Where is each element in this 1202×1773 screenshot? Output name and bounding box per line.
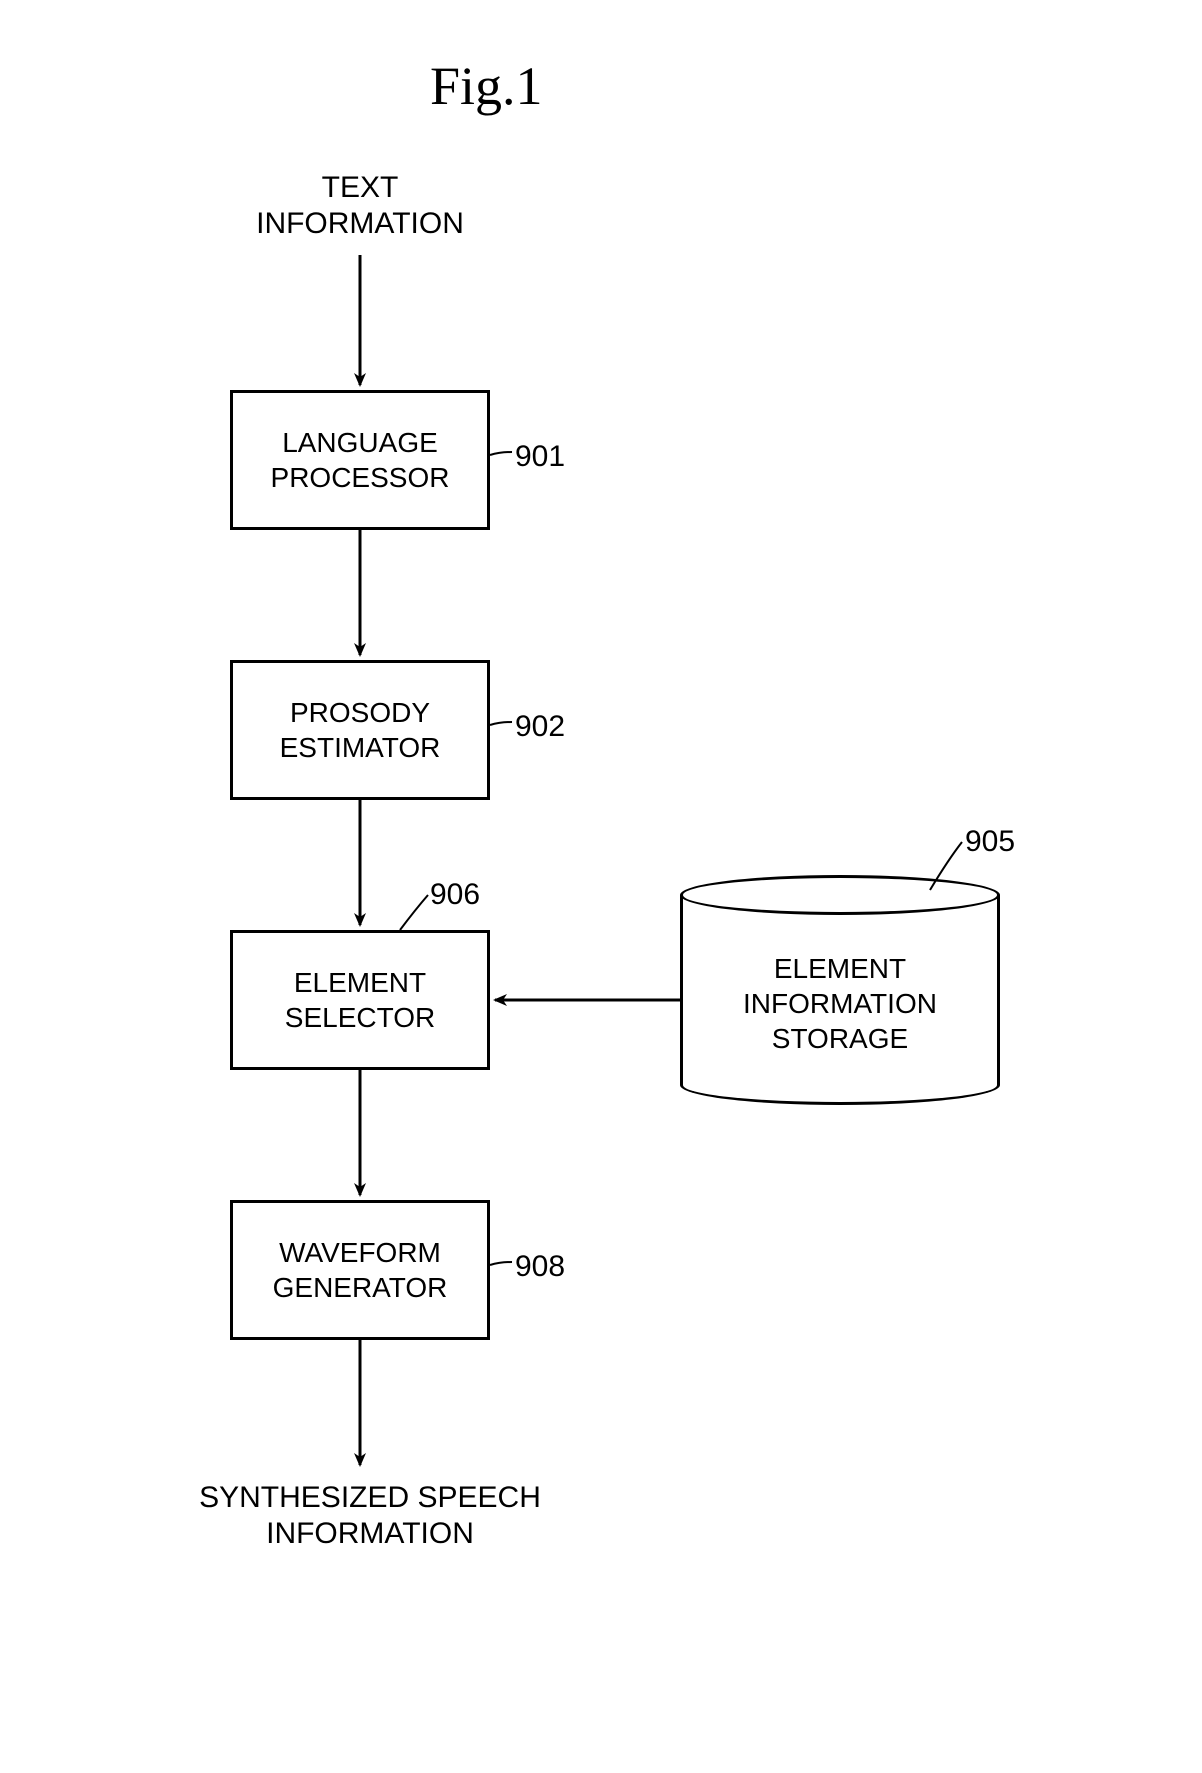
node-element-storage: ELEMENT INFORMATION STORAGE <box>680 875 1000 1105</box>
leader-902 <box>490 722 512 725</box>
output-label: SYNTHESIZED SPEECH INFORMATION <box>110 1480 630 1552</box>
node-label: WAVEFORM GENERATOR <box>233 1235 487 1305</box>
leader-901 <box>490 452 512 455</box>
ref-908: 908 <box>515 1250 565 1284</box>
ref-902: 902 <box>515 710 565 744</box>
node-label: ELEMENT SELECTOR <box>233 965 487 1035</box>
node-label: ELEMENT INFORMATION STORAGE <box>743 941 937 1056</box>
node-waveform-generator: WAVEFORM GENERATOR <box>230 1200 490 1340</box>
ref-905: 905 <box>965 825 1015 859</box>
node-label: PROSODY ESTIMATOR <box>233 695 487 765</box>
node-label: LANGUAGE PROCESSOR <box>233 425 487 495</box>
node-prosody-estimator: PROSODY ESTIMATOR <box>230 660 490 800</box>
node-language-processor: LANGUAGE PROCESSOR <box>230 390 490 530</box>
node-element-selector: ELEMENT SELECTOR <box>230 930 490 1070</box>
figure-title: Fig.1 <box>430 55 543 117</box>
leader-908 <box>490 1262 512 1265</box>
ref-906: 906 <box>430 878 480 912</box>
input-label: TEXT INFORMATION <box>210 170 510 242</box>
leader-906 <box>400 895 428 930</box>
ref-901: 901 <box>515 440 565 474</box>
